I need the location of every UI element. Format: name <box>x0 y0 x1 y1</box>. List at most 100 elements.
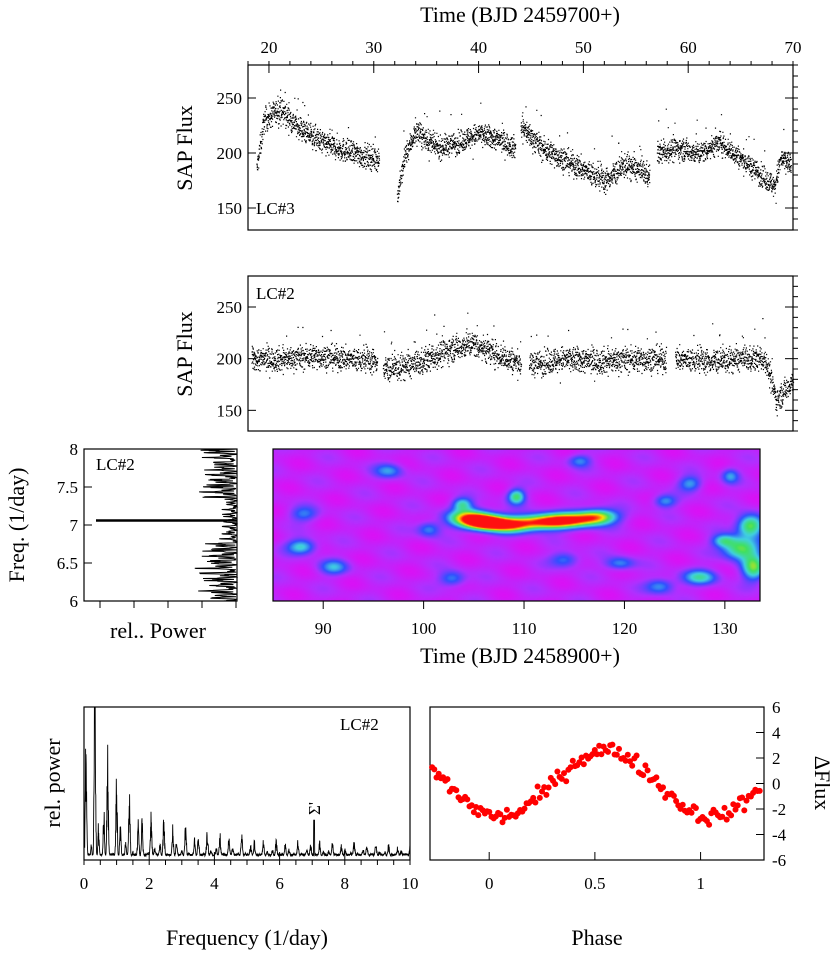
y-tick-label: 200 <box>217 144 243 163</box>
lc2-ylabel: SAP Flux <box>172 311 197 396</box>
x-tick-label: 30 <box>365 38 382 57</box>
phase-point <box>660 784 666 791</box>
flux-segment-3 <box>528 328 668 384</box>
periodogram-ylabel: rel. power <box>40 738 65 828</box>
x-tick-label: 6 <box>275 874 284 893</box>
phase-point <box>629 762 636 769</box>
phase-point <box>644 767 651 774</box>
y-tick-label: 7.5 <box>57 478 78 497</box>
lc3-top-tick-labels: 20 30 40 50 60 70 <box>247 38 802 73</box>
x-tick-label: 8 <box>341 874 350 893</box>
phase-point <box>543 791 550 798</box>
side-ylabel: Freq. (1/day) <box>4 468 29 583</box>
phase-point <box>613 751 620 758</box>
phase-point <box>431 766 438 773</box>
x-tick-label: 70 <box>785 38 802 57</box>
x-tick-label: 100 <box>411 619 437 638</box>
side-xlabel: rel.. Power <box>110 618 207 643</box>
phase-point <box>545 784 552 791</box>
side-power-line <box>194 448 239 602</box>
phase-point <box>739 794 746 801</box>
x-tick-label: 4 <box>210 874 219 893</box>
spectrogram-panel: 90 100 110 120 130 Time (BJD 2458900+) <box>272 448 761 668</box>
phase-point <box>497 811 504 818</box>
phase-point <box>721 804 728 811</box>
phase-point <box>598 751 605 758</box>
phase-point <box>475 812 482 819</box>
phase-point <box>534 783 541 790</box>
lc2-panel: 150 200 250 SAP Flux LC#2 <box>172 275 798 432</box>
spectrogram-image <box>273 449 760 601</box>
phase-y-tick-labels: -6 -4 -2 0 2 4 6 <box>756 698 787 870</box>
y-tick-label: 2 <box>772 749 781 768</box>
phase-point <box>719 813 726 820</box>
x-tick-label: 0.5 <box>584 874 605 893</box>
y-tick-label: -6 <box>772 851 786 870</box>
phase-point <box>616 745 622 752</box>
phase-point <box>642 762 649 769</box>
phase-point <box>580 761 587 768</box>
y-tick-label: 6 <box>772 698 781 717</box>
phase-xlabel: Phase <box>571 925 622 950</box>
phase-point <box>743 797 750 804</box>
lc3-flux-points <box>256 89 792 204</box>
lc2-flux-points <box>251 312 795 417</box>
flux-segment-4 <box>675 318 795 417</box>
phase-point <box>464 796 471 803</box>
phase-point <box>453 787 460 794</box>
flux-segment-2 <box>396 102 517 203</box>
phase-point <box>558 775 565 782</box>
y-tick-label: 150 <box>217 401 243 420</box>
phase-point <box>521 805 528 812</box>
y-tick-label: 250 <box>217 298 243 317</box>
spectrogram-frame <box>272 448 761 602</box>
phase-point <box>728 812 735 819</box>
phase-point <box>609 741 616 748</box>
flux-segment-1 <box>256 89 381 173</box>
x-tick-label: 40 <box>470 38 487 57</box>
phase-x-tick-labels: 0 0.5 1 <box>485 852 705 893</box>
x-tick-label: 90 <box>315 619 332 638</box>
periodogram-xlabel: Frequency (1/day) <box>166 925 328 950</box>
y-tick-label: 250 <box>217 89 243 108</box>
phase-point <box>706 821 713 828</box>
phase-point <box>532 799 539 806</box>
side-panel-label: LC#2 <box>96 455 135 474</box>
phase-point <box>486 808 493 815</box>
lc3-panel: Time (BJD 2459700+) 20 30 40 50 60 70 150 200 2… <box>172 2 802 231</box>
y-tick-label: -2 <box>772 800 786 819</box>
x-tick-label: 10 <box>402 874 419 893</box>
lc3-y-tick-labels: 150 200 250 <box>217 64 798 231</box>
phase-point <box>561 770 567 777</box>
y-tick-label: 7 <box>70 516 79 535</box>
phase-point <box>633 752 640 759</box>
lc2-frame <box>247 275 794 432</box>
phase-point <box>622 757 629 764</box>
phase-point <box>627 758 633 765</box>
y-tick-label: 6 <box>70 592 79 611</box>
phase-point <box>741 807 748 814</box>
lc2-panel-label: LC#2 <box>256 284 295 303</box>
x-tick-label: 60 <box>680 38 697 57</box>
flux-segment-1 <box>251 326 379 379</box>
phase-point <box>594 751 600 758</box>
x-tick-label: 50 <box>575 38 592 57</box>
lc3-frame <box>247 64 794 231</box>
phase-point <box>605 748 611 755</box>
phase-point <box>756 787 763 794</box>
lc3-ylabel: SAP Flux <box>172 105 197 190</box>
side-periodogram-panel: 6 6.5 7 7.5 8 Freq. (1/day) rel.. Power LC#2 <box>4 440 239 643</box>
y-tick-label: 0 <box>772 775 781 794</box>
phase-point <box>503 806 510 813</box>
periodogram-panel: Σ' 0 2 4 6 8 10 rel. power Frequency (1/day) … <box>40 706 419 950</box>
spectrogram-xlabel: Time (BJD 2458900+) <box>420 643 620 668</box>
periodogram-peak-marker: Σ' <box>305 802 324 815</box>
lc2-y-tick-labels: 150 200 250 <box>217 275 798 432</box>
phase-point <box>692 805 699 811</box>
phase-ylabel: ΔFlux <box>810 756 830 811</box>
phase-point <box>679 801 686 808</box>
x-tick-label: 110 <box>512 619 537 638</box>
y-tick-label: -4 <box>772 826 787 845</box>
